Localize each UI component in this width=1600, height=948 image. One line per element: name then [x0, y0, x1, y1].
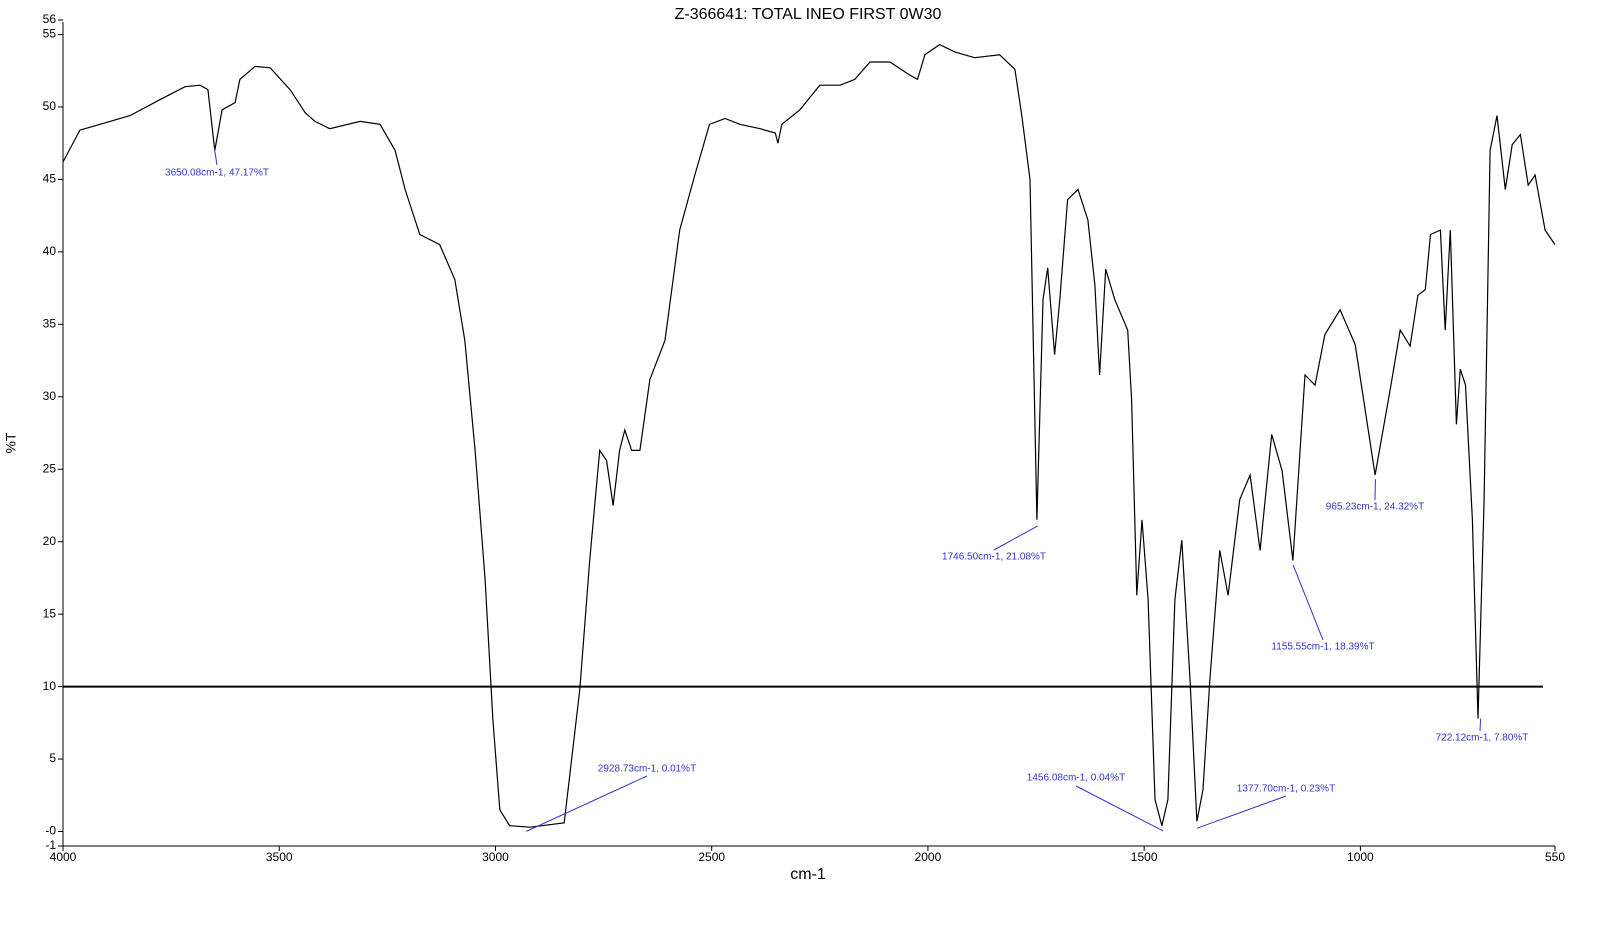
- annotation-label: 722.12cm-1, 7.80%T: [1436, 733, 1529, 744]
- chart-title: Z-366641: TOTAL INEO FIRST 0W30: [675, 6, 942, 23]
- y-tick-label: 50: [43, 99, 57, 113]
- annotation-leader: [993, 525, 1038, 551]
- y-tick-label: 20: [43, 534, 57, 548]
- x-tick-label: 550: [1545, 850, 1565, 864]
- annotation-leader: [1196, 795, 1287, 829]
- annotation-leader: [213, 147, 218, 166]
- y-tick-label: 55: [43, 27, 57, 41]
- annotation-leader: [1075, 785, 1164, 832]
- annotation-label: 2928.73cm-1, 0.01%T: [598, 764, 696, 775]
- annotation-leader: [526, 775, 648, 832]
- y-tick-label: -1: [45, 838, 56, 852]
- y-tick-label: 40: [43, 244, 57, 258]
- x-tick-label: 1000: [1347, 850, 1374, 864]
- x-tick-label: 3500: [266, 850, 293, 864]
- y-tick-label: 30: [43, 389, 57, 403]
- annotation-label: 1377.70cm-1, 0.23%T: [1237, 784, 1335, 795]
- annotation-leader: [1292, 564, 1324, 641]
- y-tick-label: 5: [49, 751, 56, 765]
- spectrum-line: [62, 43, 1556, 828]
- y-tick-label: 56: [43, 12, 57, 26]
- annotation-label: 1155.55cm-1, 18.39%T: [1271, 642, 1374, 653]
- y-tick-label: 10: [43, 679, 57, 693]
- x-tick-label: 2000: [915, 850, 942, 864]
- x-tick-label: 1500: [1131, 850, 1158, 864]
- y-axis-label: %T: [3, 432, 19, 453]
- annotation-leader: [1479, 718, 1482, 732]
- x-tick-label: 4000: [50, 850, 77, 864]
- y-tick-label: 25: [43, 461, 57, 475]
- x-axis-label: cm-1: [790, 866, 826, 883]
- y-tick-label: 35: [43, 316, 57, 330]
- annotation-label: 1746.50cm-1, 21.08%T: [942, 552, 1046, 563]
- y-tick-label: -0: [45, 824, 56, 838]
- annotation-label: 965.23cm-1, 24.32%T: [1326, 502, 1424, 513]
- annotation-label: 1456.08cm-1, 0.04%T: [1027, 773, 1125, 784]
- x-tick-label: 3000: [482, 850, 509, 864]
- annotation-label: 3650.08cm-1, 47.17%T: [165, 168, 269, 179]
- y-tick-label: 45: [43, 172, 57, 186]
- x-tick-label: 2500: [698, 850, 725, 864]
- y-tick-label: 15: [43, 606, 57, 620]
